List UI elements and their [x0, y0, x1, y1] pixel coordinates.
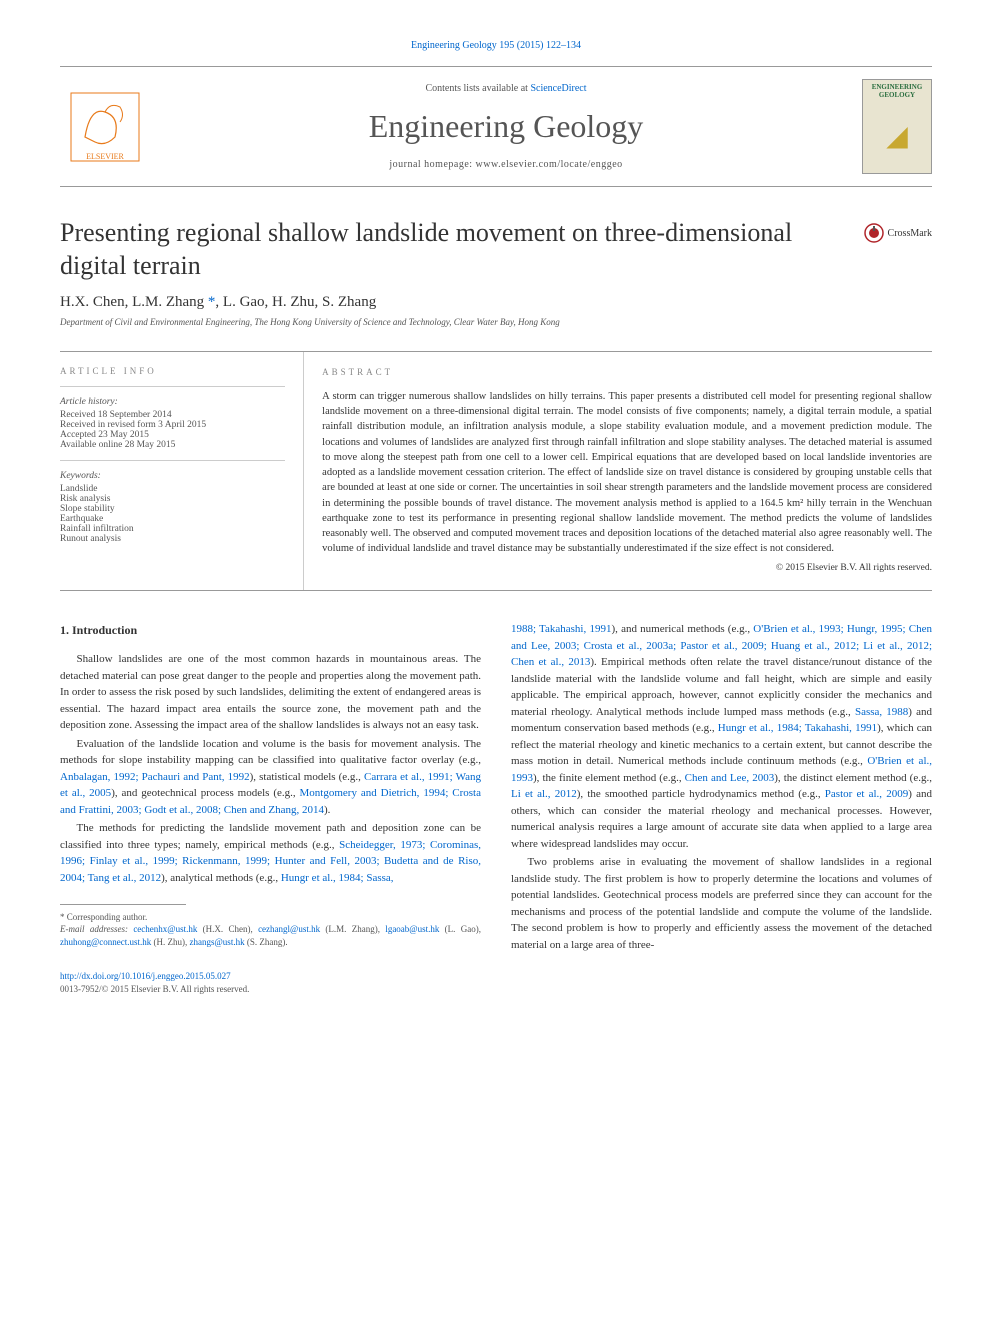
- meta-abstract-block: article info Article history: Received 1…: [60, 351, 932, 591]
- left-column: 1. Introduction Shallow landslides are o…: [60, 621, 481, 996]
- paragraph: Two problems arise in evaluating the mov…: [511, 854, 932, 953]
- article-info-head: article info: [60, 366, 285, 376]
- cover-title: ENGINEERING GEOLOGY: [867, 84, 927, 99]
- citation-link[interactable]: Chen and Lee, 2003: [685, 772, 775, 784]
- text: (L.M. Zhang),: [320, 924, 385, 934]
- keywords-head: Keywords:: [60, 471, 285, 481]
- email-link[interactable]: cechenhx@ust.hk: [133, 924, 197, 934]
- citation-link[interactable]: Hungr et al., 1984; Sassa,: [281, 872, 394, 884]
- affiliation: Department of Civil and Environmental En…: [60, 317, 932, 327]
- text: (S. Zhang).: [245, 937, 288, 947]
- text: ), the smoothed particle hydrodynamics m…: [577, 788, 825, 800]
- journal-cover-thumbnail: ENGINEERING GEOLOGY ◢: [862, 79, 932, 174]
- doi-link[interactable]: http://dx.doi.org/10.1016/j.enggeo.2015.…: [60, 971, 231, 981]
- received-date: Received 18 September 2014: [60, 410, 285, 420]
- keyword: Risk analysis: [60, 494, 285, 504]
- keyword: Slope stability: [60, 504, 285, 514]
- keyword: Landslide: [60, 484, 285, 494]
- paragraph: Evaluation of the landslide location and…: [60, 736, 481, 819]
- footnote-block: * Corresponding author. E-mail addresses…: [60, 911, 481, 947]
- text: Evaluation of the landslide location and…: [60, 738, 481, 767]
- text: (H. Zhu),: [151, 937, 189, 947]
- article-title: Presenting regional shallow landslide mo…: [60, 217, 844, 282]
- author-names-2: , L. Gao, H. Zhu, S. Zhang: [215, 294, 376, 310]
- text: ), the distinct element method (e.g.,: [774, 772, 932, 784]
- crossmark-icon: [864, 223, 884, 243]
- paragraph: Shallow landslides are one of the most c…: [60, 651, 481, 734]
- text: ), and numerical methods (e.g.,: [611, 623, 753, 635]
- text: ), analytical methods (e.g.,: [161, 872, 281, 884]
- masthead: ELSEVIER Contents lists available at Sci…: [60, 66, 932, 187]
- keyword: Runout analysis: [60, 534, 285, 544]
- text: ).: [324, 804, 330, 816]
- citation-link[interactable]: Anbalagan, 1992; Pachauri and Pant, 1992: [60, 771, 250, 783]
- article-info-column: article info Article history: Received 1…: [60, 352, 304, 590]
- authors: H.X. Chen, L.M. Zhang *, L. Gao, H. Zhu,…: [60, 294, 932, 311]
- issn-copyright: 0013-7952/© 2015 Elsevier B.V. All right…: [60, 983, 481, 997]
- paragraph: 1988; Takahashi, 1991), and numerical me…: [511, 621, 932, 852]
- paragraph: The methods for predicting the landslide…: [60, 820, 481, 886]
- page: Engineering Geology 195 (2015) 122–134 E…: [0, 0, 992, 1047]
- keyword: Rainfall infiltration: [60, 524, 285, 534]
- citation-link[interactable]: Sassa, 1988: [855, 706, 908, 718]
- keyword: Earthquake: [60, 514, 285, 524]
- section-heading: 1. Introduction: [60, 621, 481, 639]
- citation-link[interactable]: 1988; Takahashi, 1991: [511, 623, 611, 635]
- crossmark-label: CrossMark: [888, 228, 932, 239]
- accepted-date: Accepted 23 May 2015: [60, 430, 285, 440]
- crossmark-badge[interactable]: CrossMark: [864, 223, 932, 243]
- history-head: Article history:: [60, 397, 285, 407]
- title-row: Presenting regional shallow landslide mo…: [60, 217, 932, 294]
- elsevier-logo: ELSEVIER: [60, 82, 150, 172]
- citation-link[interactable]: Li et al., 2012: [511, 788, 577, 800]
- doi-block: http://dx.doi.org/10.1016/j.enggeo.2015.…: [60, 970, 481, 997]
- divider: [60, 460, 285, 461]
- sciencedirect-link[interactable]: ScienceDirect: [530, 83, 586, 94]
- abstract-head: abstract: [322, 366, 932, 379]
- citation-link[interactable]: Pastor et al., 2009: [825, 788, 908, 800]
- body-columns: 1. Introduction Shallow landslides are o…: [60, 621, 932, 996]
- email-addresses: E-mail addresses: cechenhx@ust.hk (H.X. …: [60, 923, 481, 947]
- svg-text:ELSEVIER: ELSEVIER: [86, 152, 124, 161]
- contents-prefix: Contents lists available at: [425, 83, 530, 94]
- email-link[interactable]: zhuhong@connect.ust.hk: [60, 937, 151, 947]
- text: (H.X. Chen),: [197, 924, 258, 934]
- right-column: 1988; Takahashi, 1991), and numerical me…: [511, 621, 932, 996]
- contents-line: Contents lists available at ScienceDirec…: [150, 83, 862, 94]
- abstract-copyright: © 2015 Elsevier B.V. All rights reserved…: [322, 562, 932, 576]
- cover-icon: ◢: [886, 119, 908, 153]
- corresponding-author-note: * Corresponding author.: [60, 911, 481, 923]
- abstract-body: A storm can trigger numerous shallow lan…: [322, 389, 932, 556]
- divider: [60, 386, 285, 387]
- emails-prefix: E-mail addresses:: [60, 924, 133, 934]
- journal-homepage[interactable]: journal homepage: www.elsevier.com/locat…: [150, 159, 862, 170]
- masthead-center: Contents lists available at ScienceDirec…: [150, 83, 862, 170]
- online-date: Available online 28 May 2015: [60, 440, 285, 450]
- header-citation[interactable]: Engineering Geology 195 (2015) 122–134: [60, 40, 932, 51]
- text: (L. Gao),: [439, 924, 481, 934]
- abstract-column: abstract A storm can trigger numerous sh…: [304, 352, 932, 590]
- revised-date: Received in revised form 3 April 2015: [60, 420, 285, 430]
- text: ), and geotechnical process models (e.g.…: [111, 787, 299, 799]
- email-link[interactable]: cezhangl@ust.hk: [258, 924, 320, 934]
- text: ), the finite element method (e.g.,: [533, 772, 685, 784]
- email-link[interactable]: zhangs@ust.hk: [190, 937, 245, 947]
- author-names-1: H.X. Chen, L.M. Zhang: [60, 294, 208, 310]
- footnote-separator: [60, 904, 186, 905]
- text: ), statistical models (e.g.,: [250, 771, 364, 783]
- email-link[interactable]: lgaoab@ust.hk: [385, 924, 439, 934]
- journal-title: Engineering Geology: [150, 108, 862, 145]
- citation-link[interactable]: Hungr et al., 1984; Takahashi, 1991: [718, 722, 877, 734]
